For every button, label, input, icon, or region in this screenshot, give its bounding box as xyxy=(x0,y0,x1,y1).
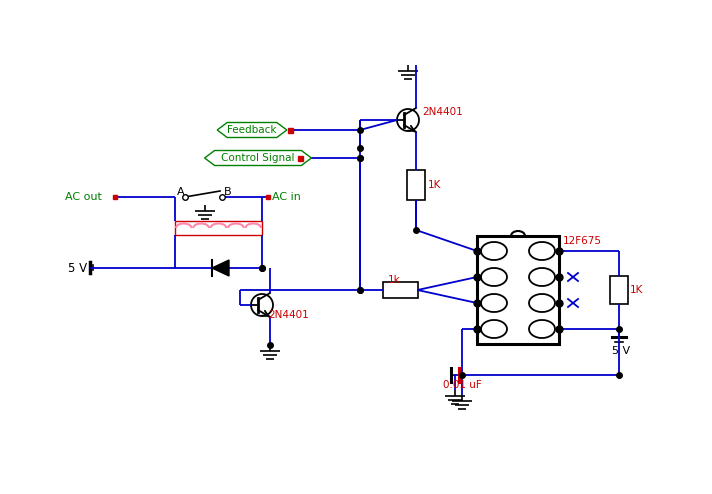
Bar xyxy=(610,276,628,304)
Text: 1K: 1K xyxy=(630,285,644,295)
Bar xyxy=(175,221,262,235)
Polygon shape xyxy=(212,260,229,276)
Bar xyxy=(382,282,417,298)
Text: Feedback: Feedback xyxy=(227,125,277,135)
Text: Control Signal: Control Signal xyxy=(221,153,295,163)
Bar xyxy=(407,170,425,200)
Text: 12F675: 12F675 xyxy=(563,236,602,246)
Polygon shape xyxy=(204,151,311,165)
Text: A: A xyxy=(177,187,184,197)
Bar xyxy=(477,236,559,344)
Text: 5 V: 5 V xyxy=(68,261,87,275)
Bar xyxy=(288,128,293,133)
Text: AC in: AC in xyxy=(272,192,301,202)
Text: 0.01 uF: 0.01 uF xyxy=(443,380,482,390)
Bar xyxy=(113,195,117,199)
Text: 1K: 1K xyxy=(428,180,441,190)
Text: 1k: 1k xyxy=(388,275,401,285)
Text: AC out: AC out xyxy=(65,192,102,202)
Text: 2N4401: 2N4401 xyxy=(268,310,309,320)
Polygon shape xyxy=(217,123,287,137)
Text: B: B xyxy=(224,187,231,197)
Bar xyxy=(266,195,270,199)
Bar xyxy=(298,156,303,161)
Text: 2N4401: 2N4401 xyxy=(422,107,463,117)
Text: 5 V: 5 V xyxy=(612,346,630,356)
